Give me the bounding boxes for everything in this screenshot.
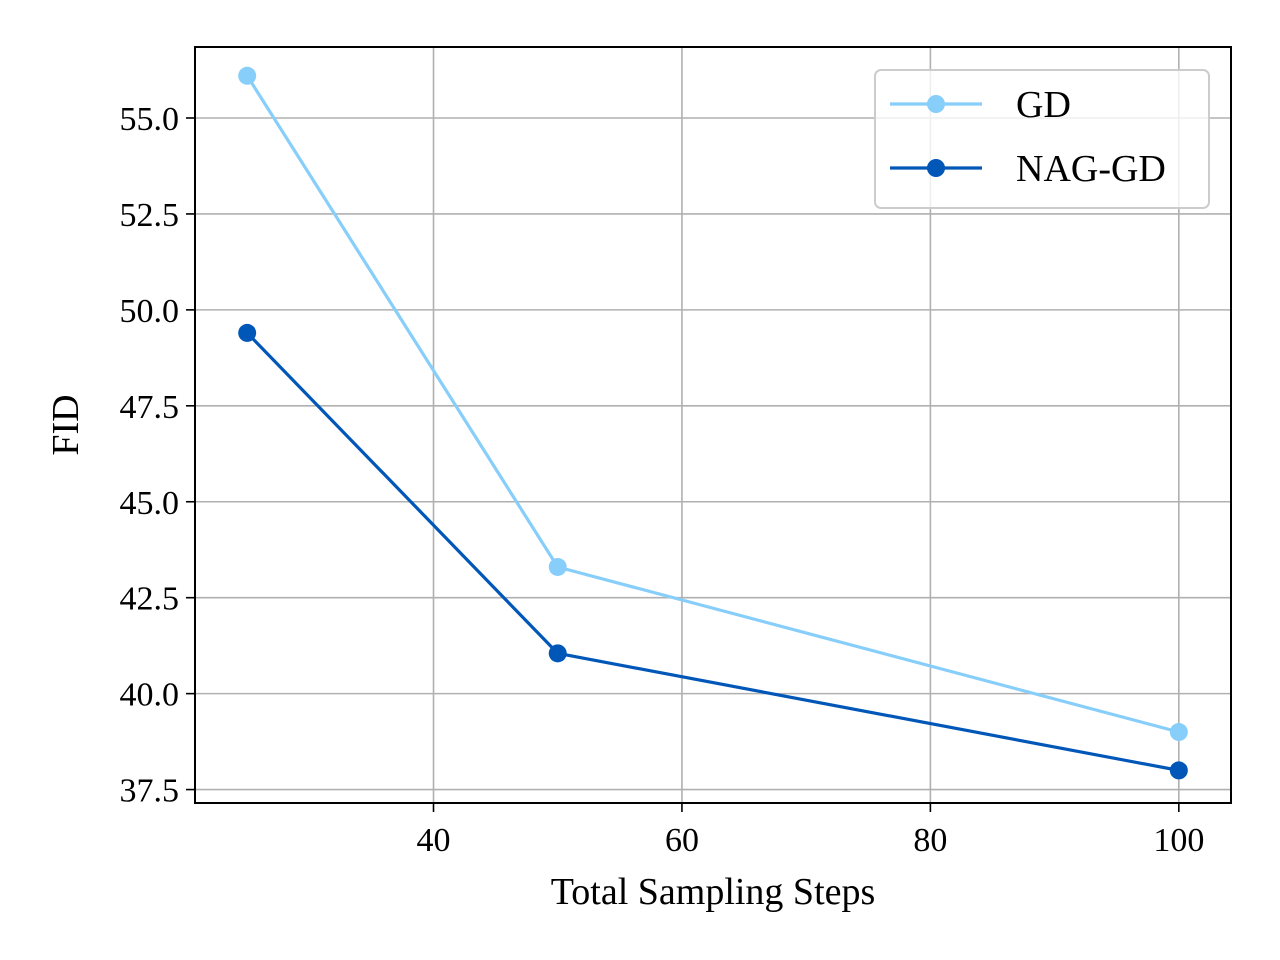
y-tick-label: 40.0 bbox=[120, 677, 180, 714]
y-tick-label: 47.5 bbox=[120, 389, 180, 426]
legend-label-gd: GD bbox=[1016, 84, 1071, 126]
x-tick-label: 100 bbox=[1153, 822, 1204, 859]
y-tick-label: 50.0 bbox=[120, 293, 180, 330]
data-point-gd bbox=[1169, 723, 1188, 742]
y-axis-title: FID bbox=[45, 394, 87, 455]
x-tick-label: 40 bbox=[417, 822, 451, 859]
legend-marker-gd bbox=[927, 95, 945, 113]
series-layer bbox=[238, 66, 1188, 780]
y-tick-label: 45.0 bbox=[120, 485, 180, 522]
data-point-nag-gd bbox=[548, 644, 567, 663]
data-point-nag-gd bbox=[1169, 761, 1188, 780]
axis-ticks: 40 60 80 100 37.5 40.0 42.5 45.0 47.5 50.0 52.5 55.… bbox=[120, 101, 1205, 859]
data-point-gd bbox=[238, 66, 257, 85]
y-tick-label: 42.5 bbox=[120, 581, 180, 618]
x-axis-title: Total Sampling Steps bbox=[551, 871, 876, 913]
x-tick-label: 80 bbox=[913, 822, 947, 859]
legend-marker-nag-gd bbox=[927, 159, 945, 177]
legend: GD NAG-GD bbox=[874, 69, 1210, 209]
legend-label-nag-gd: NAG-GD bbox=[1016, 148, 1166, 190]
y-tick-label: 55.0 bbox=[120, 101, 180, 138]
plot-frame bbox=[194, 46, 1232, 804]
y-tick-label: 52.5 bbox=[120, 197, 180, 234]
data-point-gd bbox=[548, 557, 567, 576]
x-tick-label: 60 bbox=[665, 822, 699, 859]
y-tick-label: 37.5 bbox=[120, 773, 180, 810]
data-point-nag-gd bbox=[238, 323, 257, 342]
